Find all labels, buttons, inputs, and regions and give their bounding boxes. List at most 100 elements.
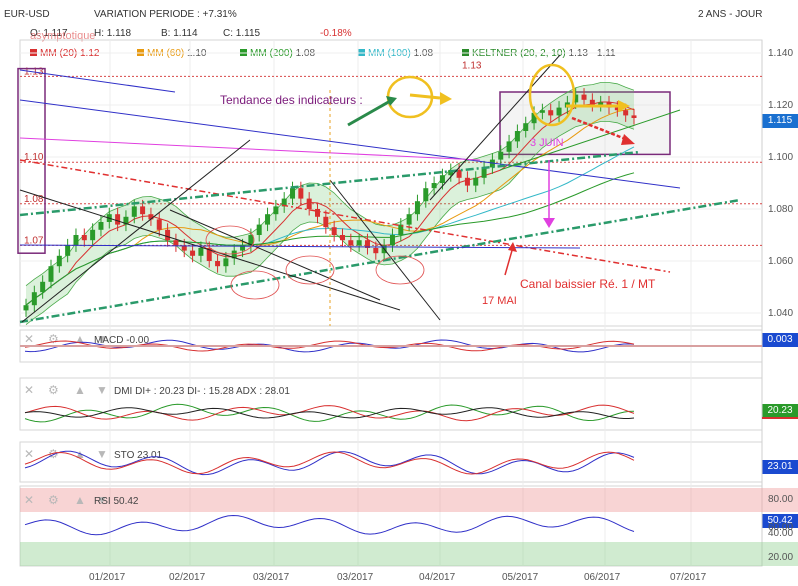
annotation-tendance: Tendance des indicateurs : (220, 93, 363, 107)
rsi-axis-oversold (762, 542, 798, 566)
variation-label: VARIATION PERIODE : +7.31% (94, 9, 237, 20)
black-channel-2 (169, 209, 381, 301)
red-arrow (571, 116, 629, 142)
x-tick-label: 01/2017 (89, 572, 126, 583)
candle-body (65, 245, 71, 256)
annotation-3-juin: 3 JUIN (530, 137, 564, 149)
candle-body (198, 248, 204, 256)
candle-body (431, 183, 437, 189)
candle-body (173, 240, 179, 246)
black-rising-1 (21, 139, 251, 323)
close-icon: ✕ (24, 332, 34, 346)
price-tick-label: 1.080 (768, 204, 793, 215)
candle-body (40, 281, 46, 293)
rsi-badge: 50.42 (762, 514, 798, 528)
candle-body (614, 107, 620, 111)
x-tick-label: 02/2017 (169, 572, 206, 583)
sto-badge: 23.01 (762, 460, 798, 474)
support-dash-lower (19, 198, 741, 324)
rsi-tick-label: 80.00 (768, 494, 793, 505)
gear-icon: ⚙ (48, 447, 59, 461)
candle-body (589, 99, 595, 105)
candle-body (115, 214, 121, 225)
x-tick-label: 04/2017 (419, 572, 456, 583)
candle-body (473, 177, 479, 186)
sto-label: STO 23.01 (114, 450, 163, 461)
level-label: 1.13 (462, 60, 482, 71)
dmi-badge: 20.23 (762, 404, 798, 418)
rsi-tick-label: 40.00 (768, 528, 793, 539)
rsi-tick-label: 20.00 (768, 552, 793, 563)
price-badge: 1.115 (762, 114, 798, 128)
close-icon: ✕ (24, 447, 34, 461)
candle-body (81, 235, 87, 241)
candle-body (90, 229, 96, 241)
magenta-arrow-head (543, 218, 555, 228)
gear-icon: ⚙ (48, 493, 59, 507)
logo-watermark: asymptotique (30, 30, 96, 42)
candle-body (73, 235, 79, 246)
candle-body (323, 216, 329, 228)
black-rising-2 (429, 54, 561, 201)
candle-body (389, 235, 395, 246)
level-label: 1.08 (24, 194, 44, 205)
green-rising (499, 109, 681, 171)
dmi-minus-line (24, 404, 635, 422)
candle-body (598, 102, 604, 105)
trendline-blue-short (19, 69, 176, 93)
ohlc-low: B: 1.114 (161, 28, 198, 39)
close-icon: ✕ (24, 383, 34, 397)
price-tick-label: 1.040 (768, 308, 793, 319)
candle-body (356, 240, 362, 246)
candle-body (256, 224, 262, 235)
arrow-up-icon: ▲ (74, 332, 86, 346)
candle-body (398, 224, 404, 235)
candle-body (231, 250, 237, 259)
sto-d-line (24, 451, 635, 475)
price-tick-label: 1.060 (768, 256, 793, 267)
annotation-canal: Canal baissier Ré. 1 / MT (520, 277, 656, 291)
arrow-down-icon: ▼ (96, 447, 108, 461)
candle-body (481, 167, 487, 178)
candle-body (165, 229, 171, 241)
support-dash-upper (19, 150, 641, 217)
candle-body (439, 175, 445, 183)
left-zone-box (17, 67, 46, 254)
candle-body (265, 214, 271, 225)
candle-body (23, 305, 29, 311)
candle-body (140, 206, 146, 215)
candle-body (514, 131, 520, 142)
candle-body (290, 188, 296, 199)
rsi-overbought-zone (20, 488, 762, 512)
green-arrow (347, 98, 393, 127)
candle-body (156, 219, 162, 230)
candle-body (223, 258, 229, 267)
red-small-arrow (504, 246, 514, 276)
rsi-tick-label: 60.00 (768, 522, 793, 533)
canal-baissier-line (19, 159, 671, 273)
candle-body (281, 198, 287, 207)
arrow-down-icon: ▼ (96, 383, 108, 397)
trendline-blue-long (19, 99, 681, 189)
indicator-circle-2 (528, 63, 576, 127)
candle-body (131, 206, 137, 217)
yellow-arrow-1 (409, 93, 441, 100)
x-tick-label: 03/2017 (337, 572, 374, 583)
level-label: 1.10 (24, 152, 44, 163)
candle-body (148, 214, 154, 220)
candle-body (631, 115, 637, 118)
rsi-label: RSI 50.42 (94, 496, 139, 507)
black-falling-1 (329, 179, 441, 321)
candle-body (248, 235, 254, 246)
dmi-label: DMI DI+ : 20.23 DI- : 15.28 ADX : 28.01 (114, 386, 290, 397)
ohlc-close: C: 1.115 (223, 28, 261, 39)
red-ellipse (205, 225, 255, 255)
candle-body (556, 107, 562, 116)
candle-body (548, 110, 554, 116)
price-tick-label: 1.140 (768, 48, 793, 59)
price-tick-label: 1.100 (768, 152, 793, 163)
yellow-arrow-head-1 (440, 92, 452, 105)
gear-icon: ⚙ (48, 332, 59, 346)
candle-body (181, 245, 187, 251)
